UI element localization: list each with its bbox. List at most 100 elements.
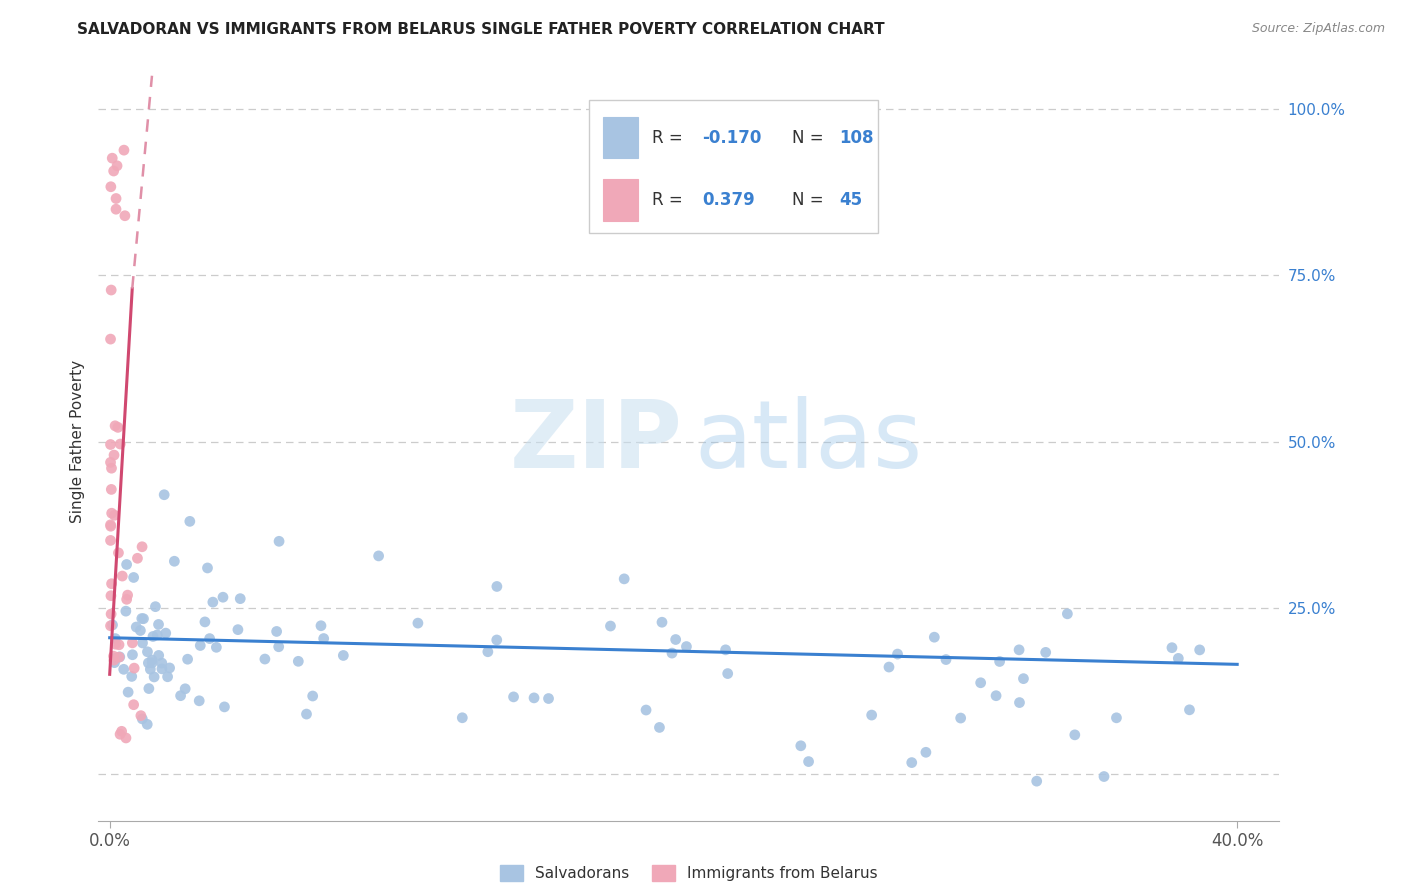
- Point: [100, 461, 122, 475]
- Point: [100, 607, 122, 621]
- Point: [150, 662, 173, 676]
- Point: [104, 651, 127, 665]
- Point: [148, 648, 170, 663]
- Point: [1012, 672, 1035, 686]
- Point: [1008, 696, 1031, 710]
- Point: [132, 612, 155, 626]
- Y-axis label: Single Father Poverty: Single Father Poverty: [70, 360, 86, 523]
- Point: [163, 554, 186, 568]
- Point: [103, 448, 125, 462]
- Point: [267, 640, 290, 654]
- Text: atlas: atlas: [695, 395, 924, 488]
- Point: [900, 756, 922, 770]
- Point: [139, 662, 162, 676]
- Point: [477, 645, 499, 659]
- Point: [131, 712, 153, 726]
- Point: [714, 643, 737, 657]
- Point: [100, 332, 122, 346]
- Point: [100, 517, 122, 532]
- Point: [253, 652, 276, 666]
- Point: [105, 202, 128, 217]
- Point: [634, 703, 657, 717]
- Point: [122, 661, 145, 675]
- Point: [153, 488, 176, 502]
- Point: [122, 570, 145, 584]
- Point: [112, 662, 135, 676]
- Point: [924, 630, 946, 644]
- Point: [107, 420, 129, 434]
- Point: [100, 589, 122, 603]
- Point: [1178, 703, 1201, 717]
- Point: [599, 619, 621, 633]
- Point: [136, 645, 159, 659]
- Point: [115, 558, 138, 572]
- Point: [485, 632, 508, 647]
- Point: [100, 179, 122, 194]
- Point: [108, 650, 131, 665]
- Point: [537, 691, 560, 706]
- Point: [100, 576, 122, 591]
- Point: [949, 711, 972, 725]
- Point: [1105, 711, 1128, 725]
- Point: [156, 670, 179, 684]
- Point: [127, 551, 149, 566]
- Point: [115, 731, 138, 745]
- Text: ZIP: ZIP: [510, 395, 683, 488]
- Point: [1188, 643, 1211, 657]
- Point: [142, 630, 165, 644]
- Point: [176, 652, 198, 666]
- Point: [717, 666, 740, 681]
- Point: [108, 649, 131, 664]
- Text: 108: 108: [839, 128, 873, 146]
- Point: [114, 209, 136, 223]
- Point: [112, 143, 135, 157]
- Point: [103, 164, 125, 178]
- Point: [1063, 728, 1085, 742]
- Point: [790, 739, 813, 753]
- Point: [1008, 643, 1031, 657]
- Point: [103, 656, 125, 670]
- Point: [179, 514, 201, 528]
- Point: [877, 660, 900, 674]
- Point: [131, 540, 153, 554]
- Point: [267, 534, 290, 549]
- Point: [935, 652, 957, 666]
- Point: [1025, 774, 1047, 789]
- Text: N =: N =: [792, 128, 828, 146]
- Point: [159, 661, 181, 675]
- Point: [125, 620, 148, 634]
- Point: [115, 604, 138, 618]
- Point: [100, 506, 122, 520]
- Point: [198, 632, 221, 646]
- Point: [613, 572, 636, 586]
- Point: [155, 626, 177, 640]
- Point: [1056, 607, 1078, 621]
- Point: [129, 708, 152, 723]
- Point: [110, 437, 132, 451]
- Point: [1092, 770, 1115, 784]
- Legend: Salvadorans, Immigrants from Belarus: Salvadorans, Immigrants from Belarus: [501, 865, 877, 881]
- Point: [205, 640, 228, 655]
- Point: [150, 656, 173, 670]
- Point: [105, 192, 128, 206]
- Point: [100, 455, 122, 469]
- Point: [984, 689, 1007, 703]
- Point: [104, 632, 127, 646]
- Point: [121, 669, 143, 683]
- Point: [121, 636, 143, 650]
- Point: [406, 616, 429, 631]
- Text: -0.170: -0.170: [702, 128, 761, 146]
- Point: [188, 694, 211, 708]
- Point: [100, 437, 122, 451]
- Point: [111, 569, 134, 583]
- Point: [312, 632, 335, 646]
- Text: N =: N =: [792, 191, 828, 209]
- Point: [332, 648, 354, 663]
- Point: [212, 591, 235, 605]
- Point: [117, 588, 139, 602]
- Point: [131, 611, 153, 625]
- Point: [197, 561, 219, 575]
- Point: [107, 546, 129, 560]
- Point: [266, 624, 288, 639]
- Point: [295, 707, 318, 722]
